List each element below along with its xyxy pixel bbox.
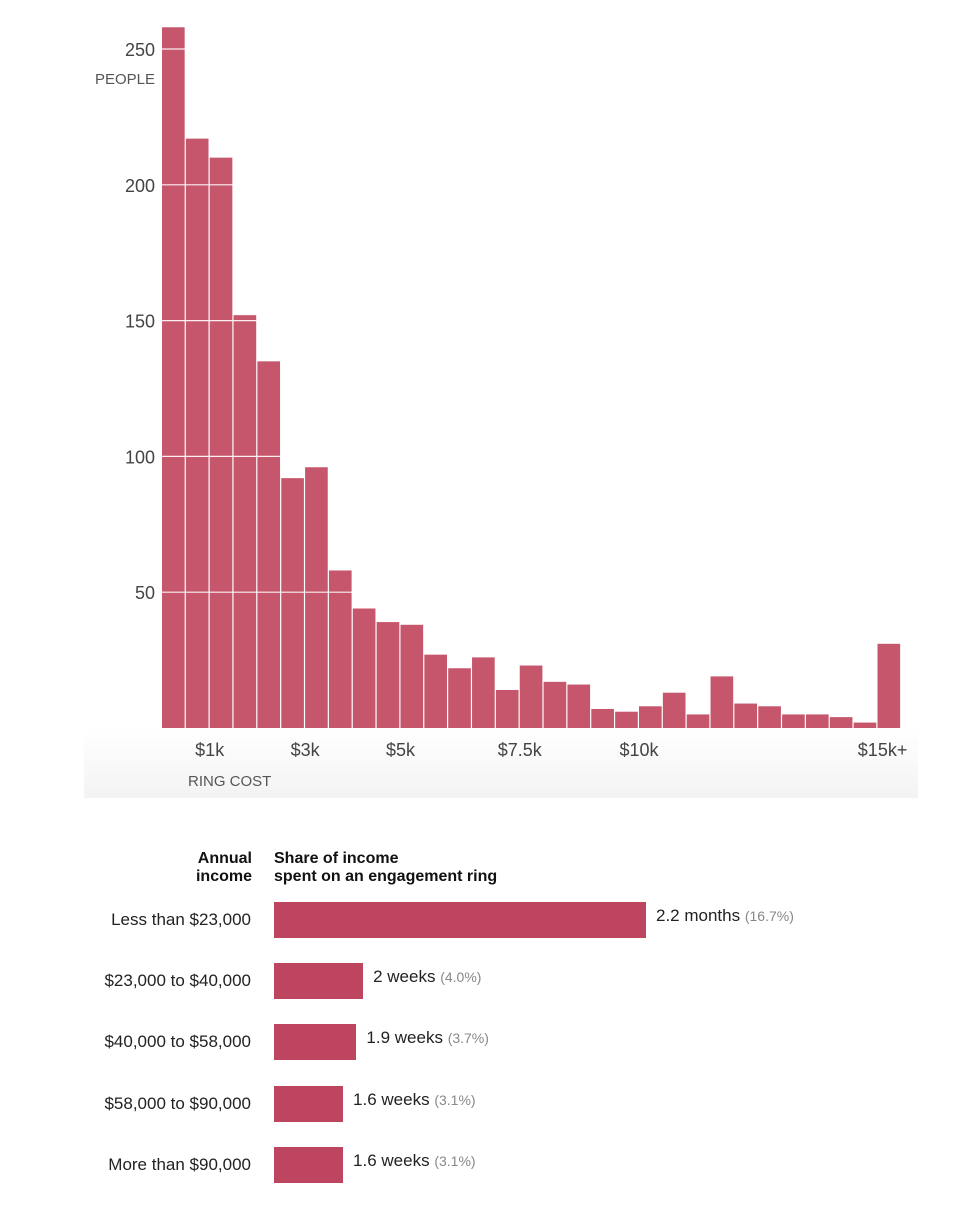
hist-bar	[567, 684, 591, 728]
income-share-bar	[274, 1147, 344, 1183]
income-category-label: $58,000 to $90,000	[104, 1094, 251, 1113]
hist-bar	[162, 27, 185, 729]
income-category-label: $40,000 to $58,000	[104, 1032, 251, 1051]
hist-bar	[257, 361, 281, 728]
hist-bar	[400, 624, 424, 728]
x-tick-label: $5k	[386, 740, 416, 760]
ring-cost-histogram: 50 100 150 200 250 PEOPLE $1k $3k $5k $7.5k $10k $1…	[84, 27, 918, 798]
income-share-bar	[274, 902, 646, 938]
income-share-value: 2 weeks (4.0%)	[373, 967, 481, 987]
income-share-value: 2.2 months (16.7%)	[656, 906, 794, 926]
income-share-value: 1.6 weeks (3.1%)	[353, 1090, 476, 1110]
income-share-bar	[274, 1086, 344, 1122]
hist-bar	[710, 676, 734, 728]
hist-bar	[424, 654, 447, 728]
income-share-percent: (3.1%)	[434, 1153, 476, 1169]
hist-bar	[615, 711, 638, 728]
hist-bar	[185, 138, 209, 729]
hist-bar	[853, 722, 877, 728]
y-tick-label: 150	[125, 312, 155, 332]
annual-income-header: Annual income	[196, 850, 252, 886]
income-row: $40,000 to $58,000 1.9 weeks (3.7%)	[0, 1024, 964, 1060]
hist-bar	[829, 717, 853, 728]
x-tick-label: $15k+	[858, 740, 908, 760]
y-tick-label: 100	[125, 447, 155, 467]
hist-bar	[782, 714, 805, 728]
hist-bar	[495, 689, 519, 728]
y-tick-label: 250	[125, 40, 155, 60]
income-share-value: 1.6 weeks (3.1%)	[353, 1151, 476, 1171]
hist-bar	[519, 665, 543, 728]
hist-bar	[543, 681, 567, 728]
income-share-value: 1.9 weeks (3.7%)	[366, 1028, 489, 1048]
income-share-bar	[274, 963, 364, 999]
share-of-income-header: Share of income spent on an engagement ri…	[274, 850, 497, 886]
x-tick-label: $10k	[619, 740, 659, 760]
y-axis-label: PEOPLE	[95, 71, 155, 88]
hist-bar	[758, 706, 781, 728]
income-share-chart: Annual income Share of income spent on an …	[0, 840, 964, 1214]
hist-bar	[281, 478, 304, 728]
hist-bar	[209, 157, 233, 728]
income-category-label: $23,000 to $40,000	[104, 971, 251, 990]
hist-bar	[734, 703, 758, 728]
hist-bar	[305, 467, 328, 728]
hist-bar	[376, 622, 400, 728]
x-tick-label: $7.5k	[498, 740, 543, 760]
income-share-percent: (3.7%)	[447, 1030, 489, 1046]
x-tick-label: $1k	[195, 740, 225, 760]
income-share-duration: 1.9 weeks	[366, 1028, 443, 1047]
income-share-duration: 2 weeks	[373, 967, 436, 986]
hist-bar	[233, 315, 257, 728]
income-share-bar	[274, 1024, 357, 1060]
hist-bar	[686, 714, 710, 728]
hist-bar	[352, 608, 376, 728]
x-tick-label: $3k	[291, 740, 321, 760]
y-tick-label: 50	[135, 583, 155, 603]
annual-income-header-text: Annual income	[195, 850, 252, 885]
income-share-percent: (3.1%)	[434, 1092, 476, 1108]
income-share-percent: (4.0%)	[440, 969, 482, 985]
income-row: $23,000 to $40,000 2 weeks (4.0%)	[0, 963, 964, 999]
x-axis-band	[84, 728, 918, 798]
income-row: $58,000 to $90,000 1.6 weeks (3.1%)	[0, 1086, 964, 1122]
hist-bar	[877, 643, 901, 728]
hist-bar	[448, 668, 471, 728]
hist-bar	[591, 708, 614, 728]
histogram-svg: 50 100 150 200 250 PEOPLE $1k $3k $5k $7.5k $10k $1…	[95, 27, 908, 790]
income-category-label: Less than $23,000	[111, 910, 251, 929]
hist-bar	[662, 692, 686, 728]
income-category-label: More than $90,000	[108, 1155, 251, 1174]
income-row: More than $90,000 1.6 weeks (3.1%)	[0, 1147, 964, 1183]
income-share-percent: (16.7%)	[744, 908, 794, 924]
hist-bar	[805, 714, 829, 728]
x-axis-label: RING COST	[188, 773, 271, 790]
share-of-income-header-text: Share of income spent on an engagement ri…	[274, 850, 498, 885]
y-tick-label: 200	[125, 176, 155, 196]
income-share-duration: 2.2 months	[656, 906, 741, 925]
hist-bar	[328, 570, 352, 728]
income-share-duration: 1.6 weeks	[353, 1090, 430, 1109]
hist-bar	[472, 657, 495, 728]
income-share-duration: 1.6 weeks	[353, 1151, 430, 1170]
income-row: Less than $23,000 2.2 months (16.7%)	[0, 902, 964, 938]
hist-bar	[639, 706, 662, 728]
